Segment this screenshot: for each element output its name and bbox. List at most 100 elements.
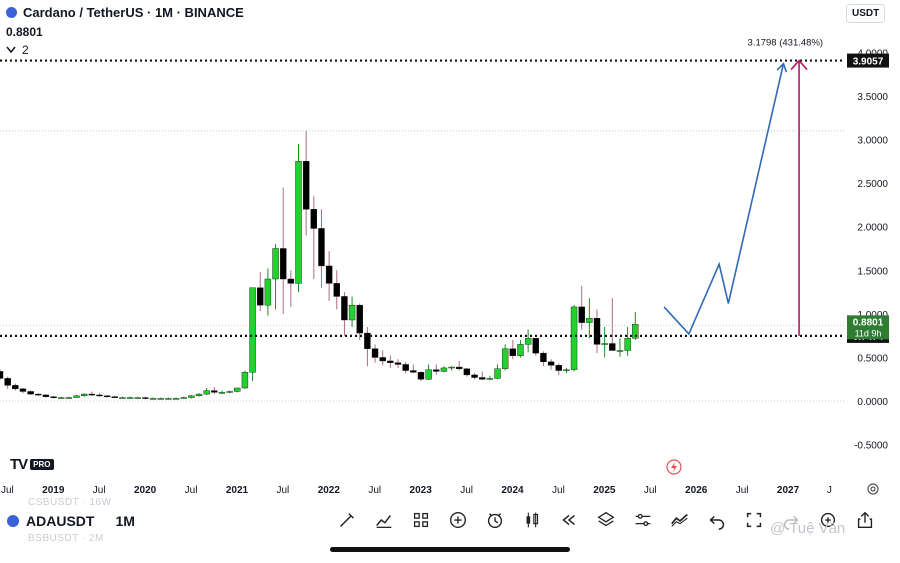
- share-icon: [857, 511, 873, 529]
- candle-body: [578, 306, 585, 323]
- candle-body: [402, 364, 409, 371]
- candle-body: [50, 396, 57, 398]
- x-tick-label: Jul: [368, 485, 381, 496]
- x-tick-label: Jul: [736, 485, 749, 496]
- candle-body: [387, 360, 394, 363]
- ticker-symbol[interactable]: ADAUSDT: [26, 513, 95, 529]
- candle-body: [356, 304, 363, 334]
- ticker-selector[interactable]: ADAUSDT 1M: [7, 513, 135, 529]
- candle-body: [348, 304, 356, 321]
- candle-body: [456, 366, 463, 369]
- candle-body: [119, 397, 126, 399]
- candle-body: [494, 368, 501, 379]
- indicators-toggle[interactable]: 2: [6, 43, 244, 57]
- candle-body: [379, 357, 386, 362]
- candle-body: [88, 393, 96, 396]
- zoom-in-button[interactable]: [814, 507, 842, 533]
- lightning-event-icon[interactable]: [666, 459, 682, 475]
- y-tick-label: 0.5000: [857, 353, 888, 364]
- candle-body: [570, 306, 578, 370]
- chart-indicator-button[interactable]: [370, 507, 398, 533]
- candle-body: [73, 395, 80, 398]
- candle-body: [417, 372, 425, 380]
- candle-body: [463, 368, 471, 376]
- candle-button[interactable]: [518, 507, 546, 533]
- fullscreen-button[interactable]: [740, 507, 768, 533]
- home-indicator: [330, 547, 570, 552]
- undo-button[interactable]: [703, 507, 731, 533]
- projection-path: [663, 63, 785, 336]
- candle-body: [509, 348, 517, 356]
- grid-button[interactable]: [407, 507, 435, 533]
- candle-body: [440, 367, 448, 372]
- x-tick-label: Jul: [93, 485, 106, 496]
- candle-body: [563, 369, 570, 371]
- candle-body: [226, 391, 233, 393]
- brush-button[interactable]: [333, 507, 361, 533]
- grid-icon: [413, 512, 429, 528]
- brush-icon: [340, 513, 354, 527]
- add-button[interactable]: [444, 507, 472, 533]
- y-tick-label: 0.0000: [857, 397, 888, 408]
- overlay-layer: 3.1798 (431.48%): [0, 38, 845, 338]
- candle-body: [586, 318, 593, 323]
- tradingview-logo: TV PRO: [10, 456, 54, 473]
- x-tick-label: Jul: [185, 485, 198, 496]
- watermark: @ Tuệ Văn: [770, 520, 846, 537]
- candle-layer: [0, 130, 639, 400]
- alert-clock-button[interactable]: [481, 507, 509, 533]
- settings-icon[interactable]: [866, 482, 880, 496]
- candle-body: [249, 287, 256, 373]
- projection-arrowhead: [776, 62, 788, 73]
- candle-body: [624, 338, 631, 351]
- candle-body: [42, 394, 50, 397]
- interval-selector[interactable]: 1M: [115, 513, 135, 529]
- symbol-title[interactable]: Cardano / TetherUS · 1M · BINANCE: [23, 5, 244, 20]
- x-tick-label: Jul: [552, 485, 565, 496]
- alert-clock-icon: [487, 513, 503, 529]
- candle-body: [264, 278, 272, 306]
- candle-body: [65, 397, 73, 399]
- candle-body: [333, 283, 340, 297]
- candle-body: [616, 350, 624, 352]
- candle-body: [295, 161, 302, 284]
- candle-body: [302, 161, 310, 210]
- ghost-symbol-bottom: BSBUSDT · 2M: [28, 533, 104, 544]
- x-tick-label: J: [827, 485, 832, 496]
- x-tick-label: 2020: [134, 485, 157, 496]
- candle-body: [318, 228, 325, 267]
- strategy-icon: [671, 513, 688, 527]
- candle-body: [609, 343, 616, 351]
- candle-body: [486, 378, 494, 380]
- candle-body: [325, 265, 333, 284]
- candle-body: [601, 343, 608, 345]
- strategy-button[interactable]: [666, 507, 694, 533]
- y-tick-label: 1.5000: [857, 266, 888, 277]
- indicator-count: 2: [22, 43, 29, 57]
- candle-body: [157, 398, 164, 400]
- candle-body: [149, 398, 157, 400]
- candle-body: [234, 387, 241, 392]
- candle-body: [4, 378, 11, 386]
- candle-body: [425, 369, 432, 380]
- candle-body: [126, 397, 134, 399]
- candle-body: [479, 377, 486, 380]
- redo-button[interactable]: [777, 507, 805, 533]
- candle-body: [555, 365, 562, 371]
- candle-body: [142, 397, 149, 399]
- currency-selector[interactable]: USDT: [846, 4, 886, 23]
- layers-button[interactable]: [592, 507, 620, 533]
- share-button[interactable]: [851, 507, 879, 533]
- rewind-button[interactable]: [555, 507, 583, 533]
- candle-body: [471, 374, 478, 378]
- y-tick-label: 2.5000: [857, 179, 888, 190]
- x-tick-label: 2027: [777, 485, 800, 496]
- x-tick-label: Jul: [1, 485, 14, 496]
- cardano-coin-icon: [7, 515, 19, 527]
- sliders-button[interactable]: [629, 507, 657, 533]
- candle-body: [134, 397, 141, 399]
- drawing-toolbar: [333, 507, 879, 533]
- x-tick-label: Jul: [276, 485, 289, 496]
